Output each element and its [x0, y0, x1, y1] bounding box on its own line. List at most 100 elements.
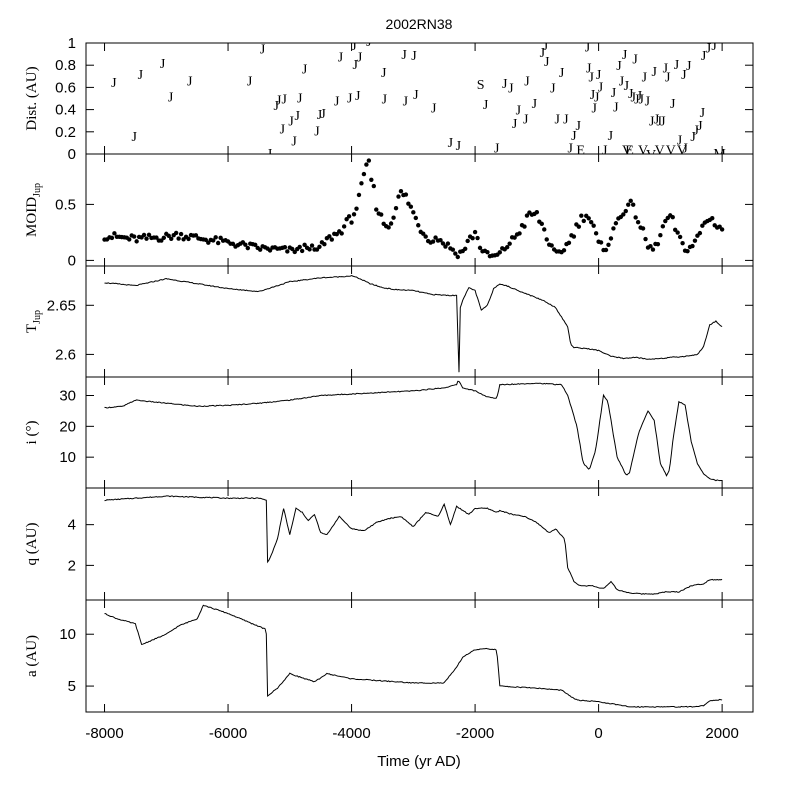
moid-point [608, 236, 614, 241]
moid-point [606, 242, 611, 248]
encounter-marker: J [686, 59, 692, 74]
moid-point [344, 216, 349, 222]
moid-point [317, 244, 322, 249]
plot-area [104, 380, 723, 482]
moid-point [524, 213, 530, 218]
x-axis-label: Time (yr AD) [377, 753, 461, 770]
encounter-marker: J [512, 117, 518, 132]
plot-area [104, 495, 723, 595]
x-tick-label: 2000 [705, 725, 738, 742]
moid-point [475, 235, 480, 241]
moid-point [477, 245, 483, 251]
encounter-marker: J [494, 141, 500, 156]
encounter-marker: J [355, 89, 361, 104]
moid-point [581, 218, 586, 224]
moid-point [438, 237, 443, 243]
moid-point [690, 243, 695, 249]
moid-point [356, 192, 362, 198]
encounter-marker: J [532, 97, 538, 112]
moid-point [309, 243, 315, 248]
moid-point [351, 212, 357, 217]
encounter-marker: J [291, 135, 297, 150]
y-tick-label: 10 [59, 449, 76, 466]
y-axis-label-subscript: Jup [32, 310, 43, 324]
moid-point [465, 238, 470, 244]
moid-point [403, 192, 409, 197]
moid-point [633, 215, 638, 220]
moid-point [660, 224, 666, 229]
encounter-marker: J [616, 59, 622, 74]
moid-point [366, 158, 372, 163]
moid-point [670, 215, 675, 220]
encounter-marker: J [294, 109, 300, 124]
y-axis-label-text: q (AU) [24, 523, 40, 566]
encounter-marker: J [592, 101, 598, 116]
encounter-marker: J [276, 94, 282, 109]
moid-point [497, 250, 502, 255]
y-tick-label: 0.4 [55, 102, 76, 119]
moid-point [127, 237, 132, 242]
encounter-marker: J [448, 136, 454, 151]
moid-point [322, 242, 327, 247]
moid-point [292, 249, 297, 255]
encounter-marker: J [483, 98, 489, 113]
moid-point [658, 232, 663, 238]
encounter-marker: J [638, 93, 644, 108]
encounter-marker: J [502, 77, 508, 92]
y-tick-label: 2.6 [55, 346, 76, 363]
y-tick-label: 30 [59, 388, 76, 405]
moid-point [603, 247, 609, 253]
encounter-marker: J [516, 104, 522, 119]
panel-6: 5 10 a (AU) [24, 599, 754, 713]
y-tick-label: 0.6 [55, 79, 76, 96]
moid-point [416, 223, 421, 228]
encounter-marker: J [523, 112, 529, 127]
moid-point [297, 244, 302, 250]
moid-point [640, 226, 646, 231]
encounter-marker: J [588, 70, 594, 85]
encounter-marker: J [575, 119, 581, 134]
y-tick-label: 1 [68, 35, 76, 52]
plot-area: JJJJJJJJJJJJJJJJJJJJJJJJJJJJJJJJJJJJJJSJ… [111, 39, 726, 159]
encounter-marker: J [524, 75, 530, 90]
encounter-marker: J [700, 106, 706, 121]
y-tick-label: 0 [68, 252, 76, 269]
encounter-marker: J [590, 88, 596, 103]
x-tick-label: -4000 [332, 725, 370, 742]
encounter-marker: J [351, 39, 357, 54]
moid-point [598, 240, 604, 245]
encounter-marker: E [625, 144, 634, 159]
moid-point [302, 242, 307, 248]
encounter-marker: J [632, 53, 638, 68]
moid-point [697, 230, 703, 236]
moid-point [534, 210, 540, 215]
moid-point [329, 237, 335, 242]
moid-point [549, 243, 554, 248]
moid-point [571, 234, 577, 239]
encounter-marker: J [690, 130, 696, 145]
encounter-marker: J [544, 55, 550, 70]
moid-point [445, 241, 451, 246]
moid-point [243, 242, 248, 247]
encounter-marker: J [403, 95, 409, 110]
encounter-marker: J [111, 76, 117, 91]
moid-point [186, 236, 191, 242]
moid-point [257, 247, 263, 252]
moid-point [710, 216, 715, 221]
y-axis-label-text: T [24, 324, 40, 333]
encounter-marker: J [663, 61, 669, 76]
plot-area [102, 158, 725, 260]
encounter-marker: J [674, 58, 680, 73]
encounter-marker: J [596, 68, 602, 83]
moid-point [423, 234, 428, 239]
y-axis-label-subscript: Jup [32, 183, 43, 197]
moid-point [626, 202, 631, 207]
encounter-marker: J [665, 70, 671, 85]
moid-point [593, 231, 599, 236]
y-tick-label: 20 [59, 418, 76, 435]
encounter-marker: J [656, 115, 662, 130]
encounter-marker: J [649, 115, 655, 130]
y-axis-label: Dist. (AU) [24, 66, 40, 130]
y-tick-label: 0 [68, 146, 76, 163]
encounter-marker: J [554, 112, 560, 127]
